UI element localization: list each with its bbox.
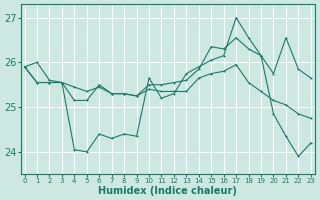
X-axis label: Humidex (Indice chaleur): Humidex (Indice chaleur) [98,186,237,196]
